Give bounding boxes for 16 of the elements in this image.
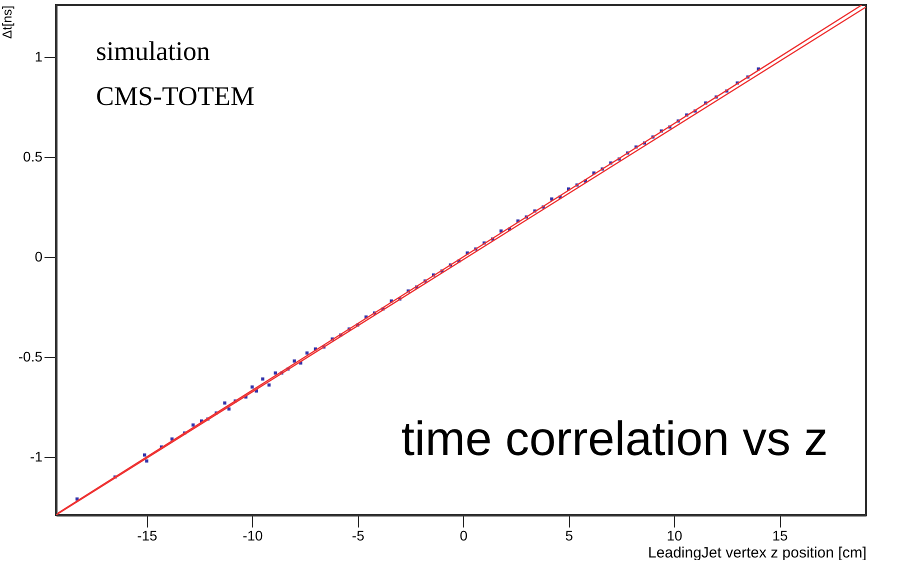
x-tick-label: 0 [460,528,468,544]
x-tick-label: 15 [772,528,788,544]
annotation: simulation [96,36,210,66]
y-tick-label: 0 [34,248,43,264]
x-tick-label: -10 [242,528,264,544]
y-axis-title: Δt[ns] [0,6,14,39]
y-tick-label: -0.5 [18,348,43,364]
x-tick-label: 10 [666,528,683,544]
annotation: time correlation vs z [401,413,828,466]
y-tick-label: 0.5 [23,148,43,164]
y-tick-label: 1 [34,48,43,64]
x-tick-label: 5 [565,528,574,544]
x-tick-label: -5 [352,528,365,544]
y-tick-label: -1 [30,448,43,464]
x-tick-label: -15 [137,528,158,544]
annotation: CMS-TOTEM [96,81,255,111]
